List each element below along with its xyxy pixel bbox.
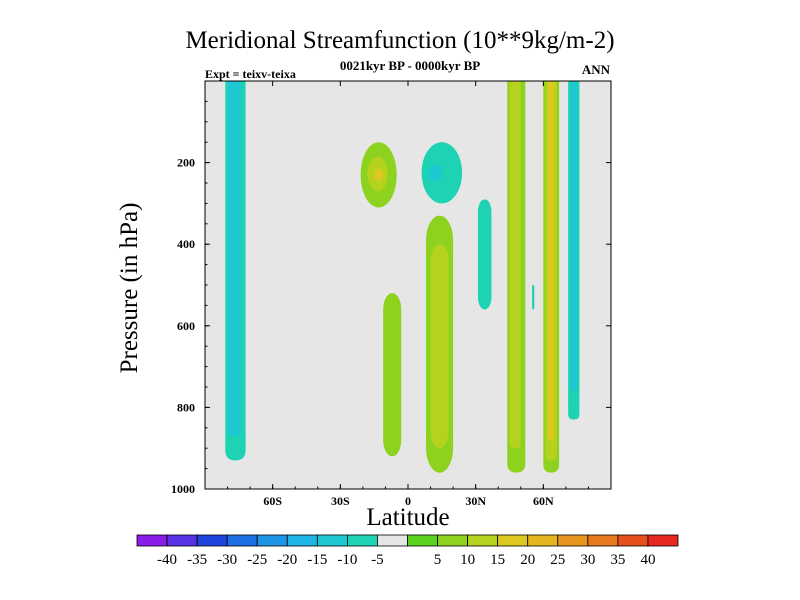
chart-subtitle: 0021kyr BP - 0000kyr BP	[339, 58, 481, 73]
y-tick-label: 400	[177, 237, 195, 251]
contour-feature-15	[547, 81, 555, 441]
x-tick-label: 30N	[465, 494, 486, 508]
y-tick-label: 600	[177, 319, 195, 333]
contour-feature-1	[227, 81, 242, 436]
contour-feature-12	[509, 81, 521, 449]
experiment-label: Expt = teixv-teixa	[205, 67, 296, 81]
chart-title: Meridional Streamfunction (10**9kg/m-2)	[185, 27, 615, 54]
contour-feature-18	[532, 285, 535, 310]
contour-features	[225, 81, 580, 473]
axis-ticks: 60S 30S 0 30N 60N 200 400 600 800 1000	[171, 80, 612, 508]
y-tick-label: 1000	[171, 482, 195, 496]
x-axis-label: Latitude	[366, 504, 450, 531]
contour-feature-9	[430, 244, 449, 449]
contour-feature-4	[374, 168, 384, 181]
contour-feature-6	[428, 164, 442, 181]
x-tick-label: 0	[405, 494, 411, 508]
x-tick-label: 30S	[331, 494, 350, 508]
contour-feature-17	[570, 81, 578, 392]
contour-feature-7	[383, 293, 402, 457]
x-tick-label: 60N	[533, 494, 554, 508]
x-tick-label: 60S	[263, 494, 282, 508]
season-label: ANN	[581, 62, 610, 77]
contour-feature-10	[477, 199, 492, 310]
y-tick-label: 800	[177, 400, 195, 414]
y-tick-label: 200	[177, 156, 195, 170]
